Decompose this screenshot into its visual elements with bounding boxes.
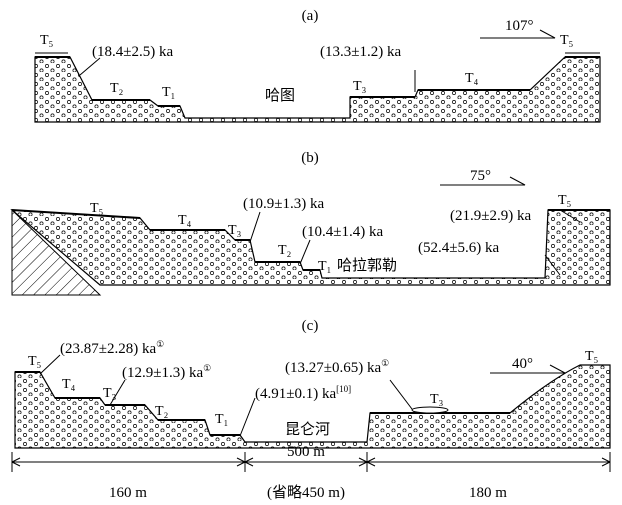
terrace-label: T₄ bbox=[62, 377, 76, 392]
age-label: (13.27±0.65) ka① bbox=[285, 358, 389, 376]
age-label: (10.4±1.4) ka bbox=[302, 224, 383, 240]
terrace-label: T₅ bbox=[558, 193, 572, 208]
angle-label: 107° bbox=[505, 18, 534, 34]
place-label: 哈拉郭勒 bbox=[337, 257, 397, 274]
scale-note: (省略450 m) bbox=[267, 484, 345, 501]
age-label: (21.9±2.9) ka bbox=[450, 208, 531, 224]
terrace-label: T₁ bbox=[162, 85, 175, 100]
terrace-label: T₁ bbox=[318, 259, 331, 274]
angle-label: 40° bbox=[512, 356, 533, 372]
age-text: (23.87±2.28) ka bbox=[60, 341, 156, 357]
panel-label: (b) bbox=[301, 150, 319, 166]
scale-label: 160 m bbox=[109, 485, 147, 501]
age-note: ① bbox=[156, 339, 164, 349]
terrace-label: T₂ bbox=[110, 81, 124, 96]
age-label: (23.87±2.28) ka① bbox=[60, 339, 164, 357]
age-label: (4.91±0.1) ka[10] bbox=[255, 384, 351, 402]
age-text: (13.27±0.65) ka bbox=[285, 360, 381, 376]
age-text: (4.91±0.1) ka bbox=[255, 386, 336, 402]
scale-label: 500 m bbox=[287, 444, 325, 460]
terrace-label: T₅ bbox=[90, 201, 104, 216]
terrace-label: T₅ bbox=[40, 33, 54, 48]
age-label: (18.4±2.5) ka bbox=[92, 44, 173, 60]
terrace-label: T₃ bbox=[228, 223, 242, 238]
terrace-label: T₅ bbox=[585, 349, 599, 364]
age-label: (10.9±1.3) ka bbox=[243, 196, 324, 212]
scale-label: 180 m bbox=[469, 485, 507, 501]
angle-label: 75° bbox=[470, 168, 491, 184]
terrace-label: T₃ bbox=[353, 79, 367, 94]
panel-label: (a) bbox=[302, 8, 319, 24]
terrace-label: T₃ bbox=[430, 392, 444, 407]
age-label: (52.4±5.6) ka bbox=[418, 240, 499, 256]
figure: (a) T₅ (18.4±2.5) ka T₂ T₁ 哈图 (13.3±1.2)… bbox=[0, 0, 622, 505]
panel-b: (b) T₅ T₄ T₃ (10.9±1.3) ka T₂ (10.4±1.4)… bbox=[12, 150, 610, 295]
panel-a: (a) T₅ (18.4±2.5) ka T₂ T₁ 哈图 (13.3±1.2)… bbox=[35, 8, 600, 122]
terrace-label: T₄ bbox=[178, 213, 192, 228]
age-note: ① bbox=[203, 363, 211, 373]
age-note: ① bbox=[381, 358, 389, 368]
terrace-label: T₃ bbox=[103, 386, 117, 401]
panel-label: (c) bbox=[302, 318, 319, 334]
scale-bar: 160 m 500 m (省略450 m) 180 m bbox=[12, 444, 610, 501]
lens bbox=[412, 407, 448, 413]
terrace-label: T₂ bbox=[155, 404, 169, 419]
terrace-label: T₂ bbox=[278, 243, 292, 258]
age-label: (12.9±1.3) ka① bbox=[122, 363, 211, 381]
panel-c: (c) T₅ (23.87±2.28) ka① T₄ T₃ (12.9±1.3)… bbox=[15, 318, 610, 448]
terrace-label: T₅ bbox=[28, 354, 42, 369]
place-label: 昆仑河 bbox=[285, 421, 330, 438]
terrace-label: T₁ bbox=[215, 412, 228, 427]
place-label: 哈图 bbox=[265, 87, 295, 104]
age-text: (12.9±1.3) ka bbox=[122, 365, 203, 381]
terrace-label: T₅ bbox=[560, 33, 574, 48]
terrace-label: T₄ bbox=[465, 71, 479, 86]
age-note: [10] bbox=[336, 384, 351, 394]
age-label: (13.3±1.2) ka bbox=[320, 44, 401, 60]
